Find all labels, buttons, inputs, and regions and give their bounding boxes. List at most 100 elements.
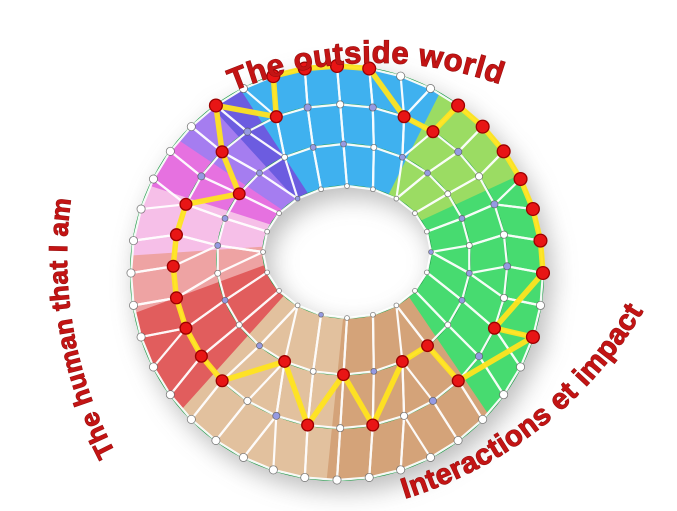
node	[428, 249, 434, 255]
mesh-line	[275, 115, 286, 159]
mesh-line	[258, 156, 286, 175]
node	[428, 396, 437, 405]
mesh-line	[261, 230, 269, 254]
node	[235, 321, 243, 329]
mesh-line	[223, 271, 269, 302]
mesh-line	[169, 150, 203, 178]
node	[424, 269, 430, 276]
mesh-line	[371, 313, 375, 373]
node	[444, 321, 452, 329]
node	[300, 472, 310, 482]
node	[238, 452, 248, 462]
mesh-line	[190, 418, 218, 442]
mesh-line	[446, 299, 464, 326]
mesh-line	[175, 272, 219, 299]
node	[264, 269, 270, 276]
mesh-line	[296, 188, 323, 200]
mesh-line	[283, 146, 315, 159]
node	[396, 465, 406, 475]
mesh-line	[258, 171, 299, 200]
node	[424, 169, 431, 177]
mesh-line	[258, 304, 299, 347]
mesh-line	[216, 244, 265, 254]
mesh-line	[312, 313, 323, 373]
node	[281, 153, 289, 161]
red-node	[301, 418, 315, 432]
node	[165, 390, 175, 400]
node	[465, 242, 473, 249]
mesh-line	[132, 304, 143, 339]
red-node	[215, 145, 229, 159]
node	[426, 452, 436, 462]
node	[186, 122, 196, 132]
node	[221, 215, 229, 222]
mesh-line	[306, 103, 342, 109]
mesh-line	[477, 355, 505, 396]
mesh-line	[339, 103, 374, 109]
mesh-line	[401, 360, 435, 402]
node	[393, 195, 400, 202]
mesh-line	[246, 399, 278, 417]
mesh-line	[246, 360, 286, 402]
mesh-line	[261, 250, 269, 274]
node	[490, 200, 499, 209]
mesh-line	[238, 323, 261, 347]
red-node	[169, 291, 183, 305]
mesh-line	[242, 87, 278, 118]
node	[516, 362, 526, 372]
mesh-line	[214, 439, 245, 459]
mesh-line	[371, 106, 375, 149]
mesh-line	[200, 175, 241, 195]
mesh-line	[345, 313, 375, 320]
mesh-line	[460, 217, 471, 247]
mesh-line	[152, 177, 188, 206]
red-node	[451, 98, 466, 113]
red-node	[179, 321, 193, 335]
mesh-line	[413, 289, 449, 326]
mesh-line	[456, 418, 484, 442]
mesh-line	[272, 414, 278, 471]
red-node	[533, 233, 548, 248]
node	[344, 315, 350, 321]
mesh-line	[129, 265, 175, 275]
node	[294, 302, 301, 309]
red-nodes	[166, 58, 551, 432]
mesh-line	[395, 156, 404, 200]
mesh-line	[175, 233, 219, 247]
mesh-line	[190, 379, 224, 421]
mesh-line	[129, 271, 135, 307]
node	[136, 204, 146, 214]
node	[475, 172, 484, 181]
node	[370, 143, 378, 151]
mesh-line	[214, 399, 249, 442]
mesh-line	[502, 365, 522, 396]
mesh-line	[342, 142, 349, 188]
mesh-line	[296, 304, 323, 316]
red-node	[426, 125, 440, 139]
mesh-line	[266, 212, 281, 233]
mesh-line	[242, 414, 278, 459]
label-human-that-i-am: The human that I am	[43, 196, 121, 464]
node	[412, 287, 418, 294]
mesh-line	[129, 239, 135, 275]
node	[243, 127, 252, 136]
node	[272, 411, 281, 420]
node	[412, 210, 418, 217]
node	[294, 195, 301, 202]
mesh-line	[413, 212, 428, 233]
node	[221, 296, 229, 304]
node	[368, 103, 377, 112]
mesh-line	[425, 271, 464, 302]
mesh-line	[184, 299, 227, 330]
mesh-line	[139, 335, 155, 369]
red-node	[487, 321, 502, 335]
mesh-line	[493, 203, 506, 236]
node	[364, 472, 374, 482]
mesh-line	[457, 150, 481, 178]
node	[344, 183, 350, 189]
node	[264, 228, 270, 235]
mesh-line	[238, 192, 281, 215]
mesh-line	[221, 344, 261, 382]
